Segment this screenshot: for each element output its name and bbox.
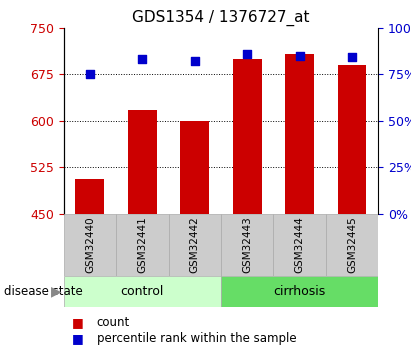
Text: ▶: ▶	[51, 285, 62, 298]
Text: control: control	[120, 285, 164, 298]
Bar	[221, 276, 378, 307]
Text: percentile rank within the sample: percentile rank within the sample	[97, 332, 296, 345]
Bar	[169, 214, 221, 276]
Point	[139, 57, 145, 62]
Text: cirrhosis: cirrhosis	[273, 285, 326, 298]
Point	[244, 51, 250, 57]
Text: GSM32440: GSM32440	[85, 217, 95, 273]
Text: GSM32443: GSM32443	[242, 217, 252, 273]
Point	[296, 53, 303, 58]
Bar	[326, 214, 378, 276]
Bar	[221, 214, 273, 276]
Point	[192, 58, 198, 64]
Text: GSM32442: GSM32442	[190, 217, 200, 273]
Bar	[64, 214, 116, 276]
Bar	[116, 214, 169, 276]
Text: GSM32445: GSM32445	[347, 217, 357, 273]
Bar	[285, 54, 314, 214]
Text: count: count	[97, 316, 130, 329]
Text: disease state: disease state	[4, 285, 83, 298]
Bar	[64, 276, 221, 307]
Text: ■: ■	[72, 316, 84, 329]
Bar	[180, 121, 209, 214]
Bar	[273, 214, 326, 276]
Title: GDS1354 / 1376727_at: GDS1354 / 1376727_at	[132, 10, 309, 26]
Text: ■: ■	[72, 332, 84, 345]
Point	[349, 55, 355, 60]
Bar	[76, 178, 104, 214]
Bar	[233, 59, 261, 214]
Text: GSM32441: GSM32441	[137, 217, 147, 273]
Text: GSM32444: GSM32444	[295, 217, 305, 273]
Bar	[337, 65, 366, 214]
Point	[87, 71, 93, 77]
Bar	[128, 110, 157, 214]
